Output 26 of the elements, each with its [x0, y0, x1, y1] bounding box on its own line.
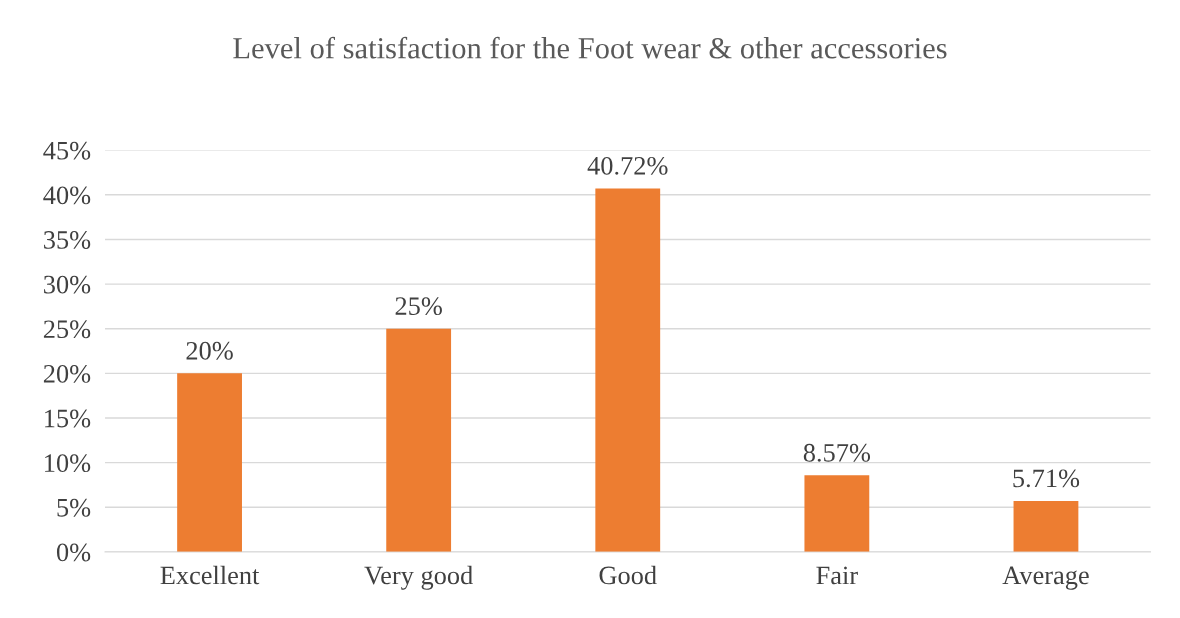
- x-tick-label: Very good: [364, 565, 473, 590]
- data-label: 40.72%: [587, 156, 668, 175]
- bar: [595, 188, 661, 552]
- y-tick-label: 20%: [43, 364, 91, 383]
- y-tick-label: 45%: [43, 141, 91, 160]
- bar: [804, 475, 870, 552]
- y-tick-label: 30%: [44, 275, 91, 294]
- bar: [177, 373, 242, 552]
- x-tick-label: Fair: [816, 566, 858, 585]
- data-label: 25%: [395, 297, 442, 316]
- x-tick-label: Average: [1002, 566, 1089, 590]
- bar: [386, 328, 452, 552]
- data-label: 20%: [186, 341, 233, 360]
- y-tick-label: 10%: [45, 454, 91, 473]
- x-tick-label: Excellent: [160, 565, 260, 585]
- x-tick-label: Good: [599, 565, 657, 585]
- y-tick-label: 0%: [56, 543, 91, 562]
- y-tick-label: 40%: [43, 186, 91, 205]
- y-tick-label: 5%: [57, 498, 91, 517]
- data-label: 5.71%: [1013, 469, 1080, 488]
- bar: [1013, 500, 1079, 552]
- y-tick-label: 25%: [43, 320, 91, 339]
- data-label: 8.57%: [803, 443, 871, 462]
- y-tick-label: 15%: [45, 409, 91, 428]
- chart-title: Level of satisfaction for the Foot wear & other accessories: [233, 36, 947, 59]
- y-tick-label: 35%: [44, 231, 91, 249]
